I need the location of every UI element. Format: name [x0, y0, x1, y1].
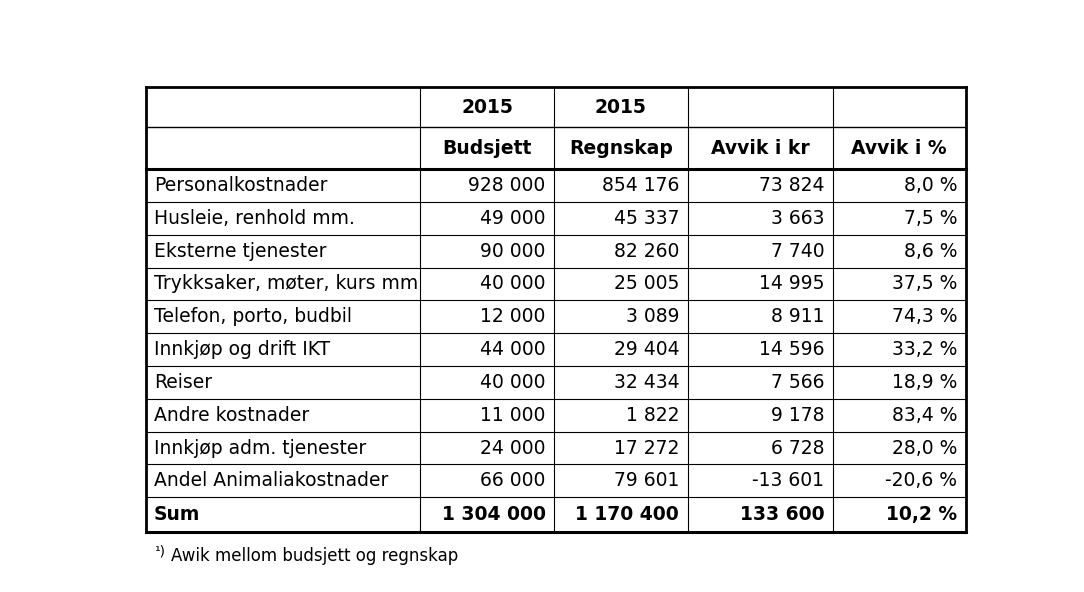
Text: 8,0 %: 8,0 % [904, 176, 957, 195]
Text: 73 824: 73 824 [759, 176, 824, 195]
Text: Sum: Sum [154, 505, 201, 524]
Text: 854 176: 854 176 [602, 176, 680, 195]
Text: 1 304 000: 1 304 000 [441, 505, 545, 524]
Text: 82 260: 82 260 [614, 242, 680, 260]
Text: 44 000: 44 000 [480, 340, 545, 359]
Text: 32 434: 32 434 [614, 373, 680, 392]
Text: Husleie, renhold mm.: Husleie, renhold mm. [154, 209, 354, 228]
Text: 7 566: 7 566 [771, 373, 824, 392]
Text: 14 596: 14 596 [759, 340, 824, 359]
Text: 10,2 %: 10,2 % [886, 505, 957, 524]
Text: 45 337: 45 337 [614, 209, 680, 228]
Text: 12 000: 12 000 [480, 307, 545, 326]
Text: 25 005: 25 005 [614, 275, 680, 294]
Text: 40 000: 40 000 [480, 275, 545, 294]
Text: 7 740: 7 740 [771, 242, 824, 260]
Text: -20,6 %: -20,6 % [886, 471, 957, 490]
Text: 3 663: 3 663 [771, 209, 824, 228]
Text: 24 000: 24 000 [480, 439, 545, 458]
Text: 928 000: 928 000 [468, 176, 545, 195]
Text: 2015: 2015 [595, 98, 647, 117]
Text: 37,5 %: 37,5 % [892, 275, 957, 294]
Text: 17 272: 17 272 [614, 439, 680, 458]
Text: 2015: 2015 [461, 98, 513, 117]
Text: 9 178: 9 178 [771, 406, 824, 424]
Text: Budsjett: Budsjett [442, 139, 532, 157]
Text: 8,6 %: 8,6 % [904, 242, 957, 260]
Text: 3 089: 3 089 [625, 307, 680, 326]
Text: 33,2 %: 33,2 % [892, 340, 957, 359]
Text: 90 000: 90 000 [480, 242, 545, 260]
Text: Trykksaker, møter, kurs mm: Trykksaker, møter, kurs mm [154, 275, 418, 294]
Text: -13 601: -13 601 [752, 471, 824, 490]
Text: ¹): ¹) [154, 545, 165, 559]
Text: 79 601: 79 601 [614, 471, 680, 490]
Text: Reiser: Reiser [154, 373, 212, 392]
Text: 14 995: 14 995 [759, 275, 824, 294]
Text: 28,0 %: 28,0 % [892, 439, 957, 458]
Text: 83,4 %: 83,4 % [892, 406, 957, 424]
Text: 29 404: 29 404 [614, 340, 680, 359]
Text: 49 000: 49 000 [480, 209, 545, 228]
Text: 1 170 400: 1 170 400 [576, 505, 680, 524]
Text: Regnskap: Regnskap [569, 139, 673, 157]
Text: Innkjøp og drift IKT: Innkjøp og drift IKT [154, 340, 331, 359]
Text: Avvik i %: Avvik i % [851, 139, 947, 157]
Text: 7,5 %: 7,5 % [904, 209, 957, 228]
Text: Andre kostnader: Andre kostnader [154, 406, 309, 424]
Text: 8 911: 8 911 [771, 307, 824, 326]
Text: 1 822: 1 822 [625, 406, 680, 424]
Text: Telefon, porto, budbil: Telefon, porto, budbil [154, 307, 352, 326]
Text: 18,9 %: 18,9 % [892, 373, 957, 392]
Text: Personalkostnader: Personalkostnader [154, 176, 327, 195]
Text: Andel Animaliakostnader: Andel Animaliakostnader [154, 471, 388, 490]
Text: Innkjøp adm. tjenester: Innkjøp adm. tjenester [154, 439, 366, 458]
Text: Eksterne tjenester: Eksterne tjenester [154, 242, 326, 260]
Text: 40 000: 40 000 [480, 373, 545, 392]
Text: Avvik i kr: Avvik i kr [711, 139, 810, 157]
Text: 74,3 %: 74,3 % [892, 307, 957, 326]
Text: 66 000: 66 000 [480, 471, 545, 490]
Text: 6 728: 6 728 [771, 439, 824, 458]
Text: 133 600: 133 600 [739, 505, 824, 524]
Text: Awik mellom budsjett og regnskap: Awik mellom budsjett og regnskap [171, 547, 459, 565]
Text: 11 000: 11 000 [480, 406, 545, 424]
